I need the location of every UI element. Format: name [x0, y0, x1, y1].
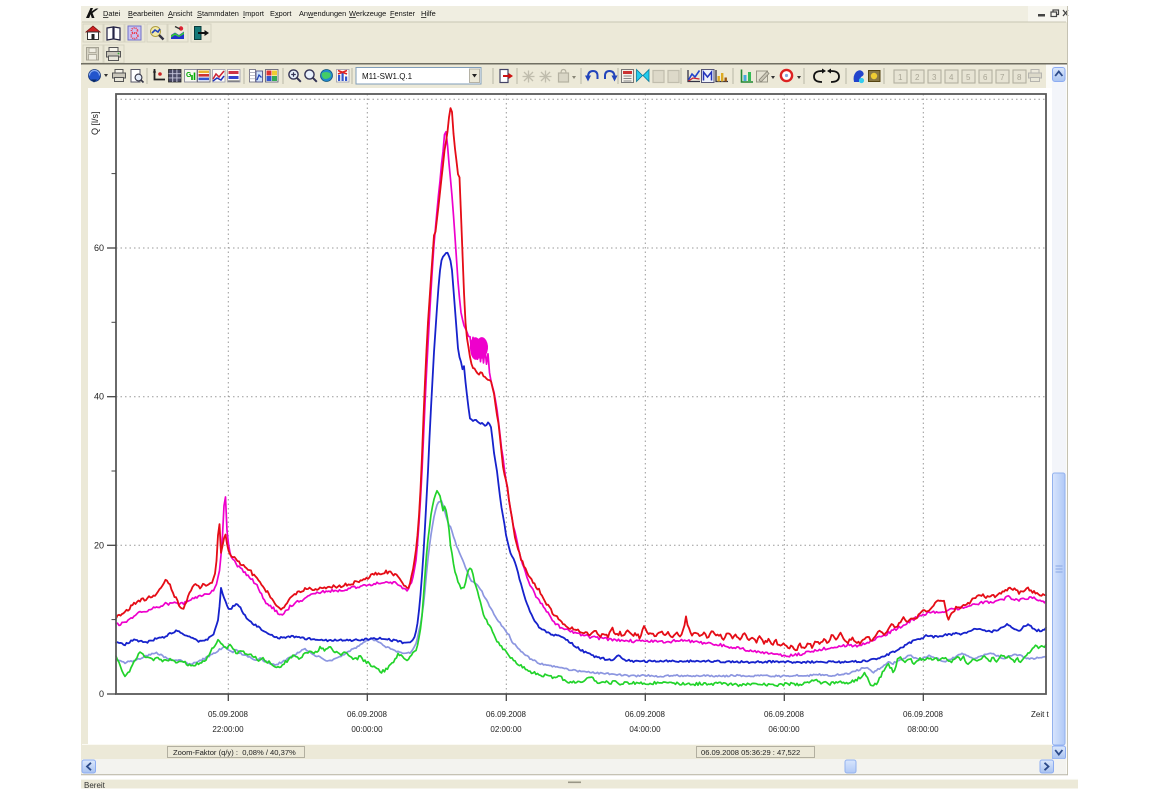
svg-text:06.09.2008: 06.09.2008	[347, 710, 388, 719]
svg-text:3: 3	[932, 73, 937, 82]
svg-text:06.09.2008: 06.09.2008	[486, 710, 527, 719]
svg-text:60: 60	[94, 243, 104, 253]
svg-text:06.09.2008: 06.09.2008	[625, 710, 666, 719]
svg-text:1: 1	[898, 73, 903, 82]
svg-text:Zoom-Faktor (q/y) : 0,08% / 4: Zoom-Faktor (q/y) : 0,08% / 40,37%	[173, 748, 296, 757]
svg-text:Stammdaten: Stammdaten	[197, 9, 239, 18]
svg-text:Q [l/s]: Q [l/s]	[90, 111, 100, 135]
svg-text:Export: Export	[270, 9, 291, 18]
svg-text:08:00:00: 08:00:00	[907, 725, 939, 734]
svg-text:8: 8	[1017, 73, 1022, 82]
svg-text:Import: Import	[243, 9, 264, 18]
svg-text:0: 0	[99, 689, 104, 699]
svg-text:06.09.2008: 06.09.2008	[764, 710, 805, 719]
svg-text:Fenster: Fenster	[390, 9, 416, 18]
svg-text:Hilfe: Hilfe	[421, 9, 436, 18]
svg-text:5: 5	[966, 73, 971, 82]
svg-text:22:00:00: 22:00:00	[212, 725, 244, 734]
svg-text:06:00:00: 06:00:00	[768, 725, 800, 734]
svg-text:02:00:00: 02:00:00	[490, 725, 522, 734]
svg-text:40: 40	[94, 392, 104, 402]
svg-text:Bearbeiten: Bearbeiten	[128, 9, 164, 18]
svg-text:00:00:00: 00:00:00	[351, 725, 383, 734]
svg-text:Anwendungen: Anwendungen	[299, 9, 346, 18]
svg-text:M11-SW1.Q.1: M11-SW1.Q.1	[362, 72, 413, 81]
svg-text:2: 2	[915, 73, 920, 82]
svg-text:04:00:00: 04:00:00	[629, 725, 661, 734]
svg-text:20: 20	[94, 540, 104, 550]
svg-text:6: 6	[983, 73, 988, 82]
svg-text:G: G	[186, 72, 192, 79]
svg-text:Ansicht: Ansicht	[168, 9, 192, 18]
svg-text:06.09.2008 05:36:29 : 47,522: 06.09.2008 05:36:29 : 47,522	[701, 748, 800, 757]
svg-text:Bereit: Bereit	[84, 781, 106, 790]
svg-text:7: 7	[1000, 73, 1005, 82]
svg-text:05.09.2008: 05.09.2008	[208, 710, 249, 719]
svg-text:Datei: Datei	[103, 9, 121, 18]
svg-text:06.09.2008: 06.09.2008	[903, 710, 944, 719]
svg-text:4: 4	[949, 73, 954, 82]
svg-text:Werkzeuge: Werkzeuge	[349, 9, 386, 18]
svg-text:Zeit t: Zeit t	[1031, 710, 1050, 719]
